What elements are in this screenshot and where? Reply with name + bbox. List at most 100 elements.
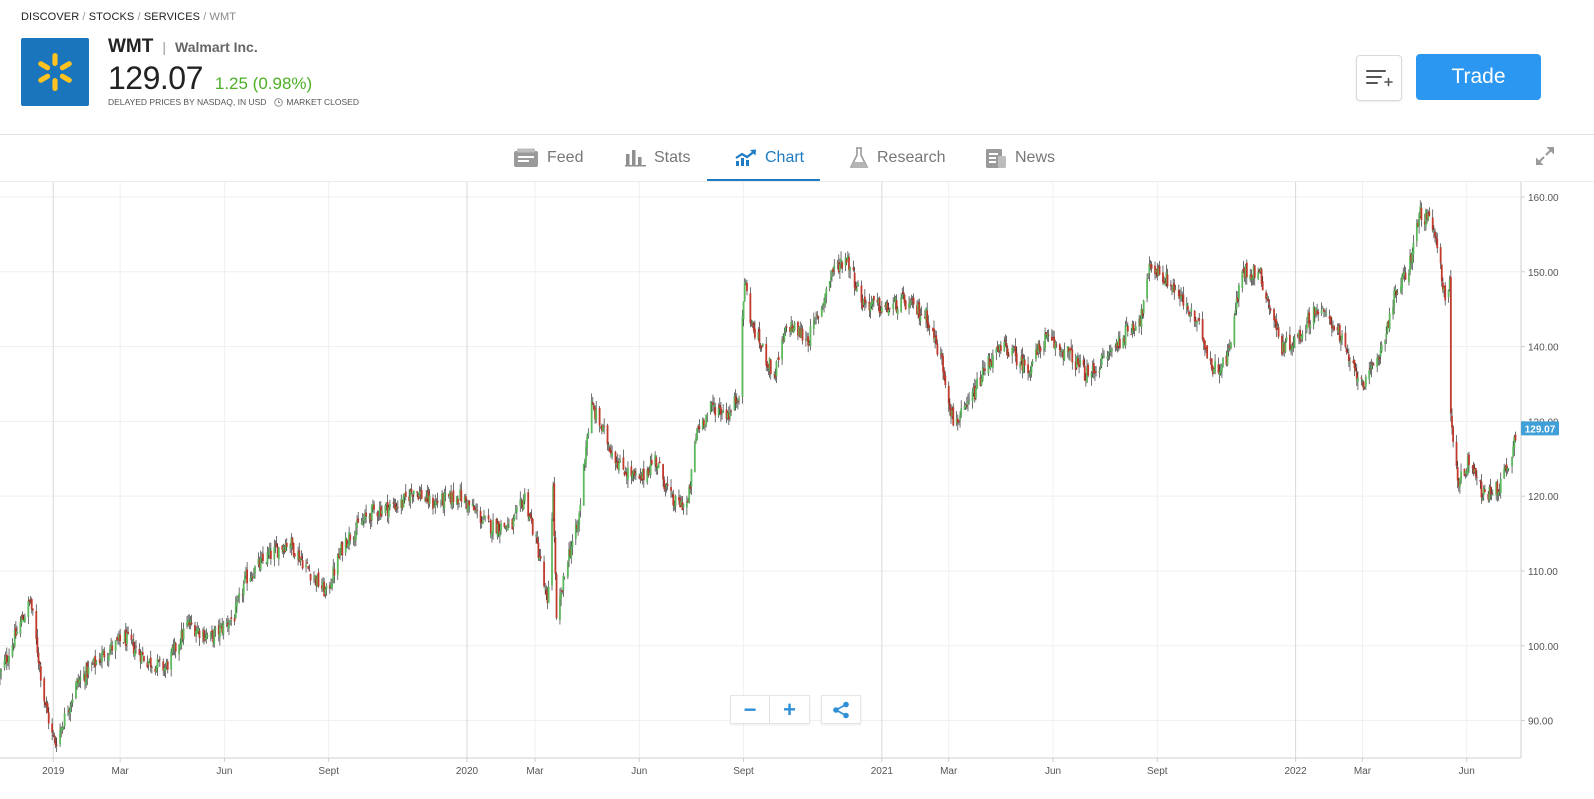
candle-body <box>243 575 246 583</box>
candle-body <box>554 537 557 574</box>
candle-body <box>90 664 93 666</box>
candle-body <box>1361 380 1364 382</box>
breadcrumb-discover[interactable]: DISCOVER <box>21 11 80 23</box>
candle-body <box>682 504 685 508</box>
tab-chart-label: Chart <box>765 149 805 166</box>
candle-body <box>647 468 650 476</box>
candle-body <box>276 547 279 558</box>
candle-body <box>1472 464 1475 473</box>
tab-news[interactable]: News <box>985 135 1055 181</box>
candle-body <box>1490 492 1493 494</box>
candle-body <box>1417 222 1419 226</box>
tab-stats[interactable]: Stats <box>625 135 690 181</box>
candle-body <box>555 574 558 619</box>
candle-body <box>258 559 261 568</box>
share-chart-button[interactable] <box>821 695 861 724</box>
candle-body <box>345 539 348 547</box>
candle-body <box>447 494 450 497</box>
candle-body <box>1062 351 1065 359</box>
candle-body <box>147 661 150 665</box>
candle-body <box>598 407 601 426</box>
candle-body <box>187 619 190 625</box>
candle-body <box>1313 308 1316 315</box>
candle-body <box>543 561 545 587</box>
candle-body <box>504 526 507 529</box>
candle-body <box>1020 356 1023 361</box>
breadcrumb-services[interactable]: SERVICES <box>143 11 201 23</box>
candle-body <box>98 659 101 663</box>
candle-body <box>182 628 185 640</box>
candle-body <box>1380 344 1383 351</box>
candle-body <box>666 484 669 486</box>
candle-body <box>475 511 477 513</box>
candle-body <box>963 406 966 410</box>
candle-body <box>385 502 388 506</box>
chart-canvas[interactable]: 90.00100.00110.00120.00130.00140.00150.0… <box>0 182 1594 799</box>
zoom-out-button[interactable]: − <box>730 695 770 724</box>
candle-body <box>908 303 910 308</box>
candle-body <box>403 493 406 497</box>
candle-body <box>1078 361 1080 368</box>
tab-chart[interactable]: Chart <box>735 135 804 181</box>
breadcrumb-stocks[interactable]: STOCKS <box>88 11 135 23</box>
expand-icon[interactable] <box>1535 146 1555 166</box>
candle-body <box>823 301 825 305</box>
candle-body <box>1300 335 1303 340</box>
tab-feed[interactable]: Feed <box>513 135 583 181</box>
candle-body <box>570 546 573 559</box>
candle-body <box>1122 337 1125 349</box>
candle-body <box>990 360 993 366</box>
candle-body <box>529 513 532 518</box>
walmart-spark-icon <box>38 53 72 91</box>
candle-body <box>46 703 49 713</box>
candle-body <box>553 483 556 537</box>
candle-body <box>733 396 736 411</box>
candle-body <box>807 336 810 346</box>
candle-body <box>370 504 373 521</box>
candle-body <box>1189 314 1192 317</box>
candle-body <box>206 635 209 637</box>
candle-body <box>670 487 672 491</box>
candle-body <box>411 494 414 497</box>
candle-body <box>751 321 754 323</box>
candle-body <box>1236 297 1239 302</box>
candle-body <box>410 489 413 493</box>
candle-body <box>649 462 652 476</box>
candle-body <box>800 329 803 338</box>
candle-body <box>109 649 111 655</box>
price-chart[interactable]: 90.00100.00110.00120.00130.00140.00150.0… <box>0 182 1594 799</box>
header-divider <box>0 134 1594 135</box>
candle-body <box>1173 283 1176 293</box>
candle-body <box>1439 247 1442 264</box>
candle-body <box>1004 339 1007 342</box>
candle-body <box>964 405 967 408</box>
candle-body <box>394 503 397 511</box>
candle-body <box>710 403 713 405</box>
share-icon <box>833 701 849 718</box>
candle-body <box>852 267 855 271</box>
candle-body <box>599 427 602 429</box>
candle-body <box>378 507 381 515</box>
trade-button[interactable]: Trade <box>1416 54 1541 100</box>
candle-body <box>20 617 23 624</box>
candle-body <box>1471 466 1474 468</box>
candle-body <box>257 558 260 565</box>
candle-body <box>1054 342 1057 351</box>
add-to-watchlist-button[interactable] <box>1356 55 1402 101</box>
candle-body <box>952 407 955 426</box>
candle-body <box>1087 365 1090 376</box>
candle-body <box>293 553 296 557</box>
zoom-in-button[interactable]: + <box>770 695 810 724</box>
candle-body <box>1411 251 1414 264</box>
candle-body <box>339 552 341 557</box>
candle-body <box>1099 366 1102 369</box>
candle-body <box>648 472 651 474</box>
candle-body <box>870 302 873 307</box>
candle-body <box>1055 344 1058 346</box>
price-meta: DELAYED PRICES BY NASDAQ, IN USD MARKET … <box>108 97 359 107</box>
candle-body <box>300 556 303 560</box>
candle-body <box>657 463 660 469</box>
tab-research[interactable]: Research <box>849 135 945 181</box>
candle-body <box>982 368 985 371</box>
candle-body <box>1181 295 1184 297</box>
